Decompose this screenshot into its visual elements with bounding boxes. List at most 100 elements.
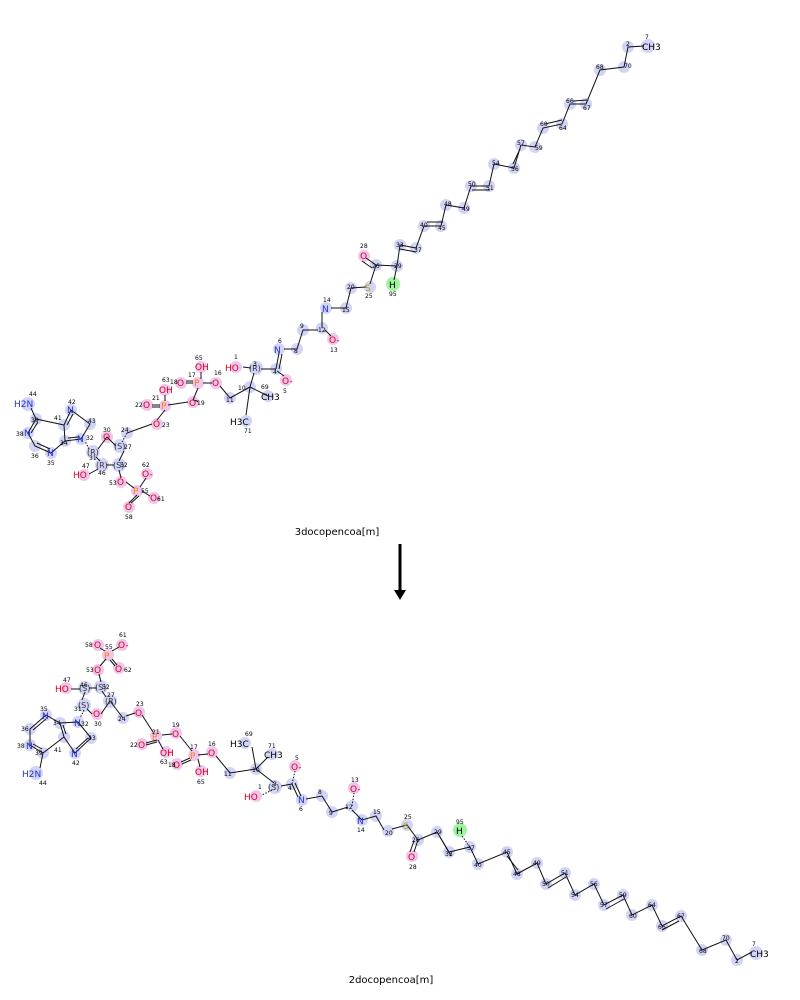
product-atom-23: O [135,709,142,719]
product-atom-42: N [71,750,78,760]
product-atom-18: O [173,761,180,771]
svg-text:3: 3 [253,361,257,368]
product-atom-58: O [94,641,101,651]
svg-text:31: 31 [89,455,97,462]
product-atom-13: O- [350,785,361,795]
svg-text:43: 43 [88,418,96,425]
svg-text:47: 47 [63,677,71,684]
svg-text:4: 4 [273,369,277,376]
svg-text:61: 61 [119,632,127,639]
reactant-atom-28: O [360,252,367,262]
svg-text:46: 46 [80,682,88,689]
reactant-atom-58: O [125,503,132,513]
reactant-atom-16: O [212,379,219,389]
svg-text:30: 30 [94,721,102,728]
reactant-atom-52: (S) [113,461,124,470]
svg-text:18: 18 [168,762,176,769]
svg-text:36: 36 [21,726,29,733]
svg-text:54: 54 [571,892,579,899]
svg-text:9: 9 [329,810,333,817]
reactant-atom-30: O [103,433,110,443]
reactant-atom-46: (R) [96,461,108,470]
product-bonds [29,646,753,961]
product-name: 2docopencoa[m] [349,975,434,986]
reactant-atom-65: OH [195,363,209,373]
svg-text:57: 57 [600,902,608,909]
svg-text:42: 42 [68,399,76,406]
product-atom-31: (S) [78,701,89,710]
svg-text:12: 12 [318,327,326,334]
product-atom-35: N [42,712,49,722]
svg-text:10: 10 [252,767,260,774]
product-atom-1: HO [244,793,258,803]
product-atom-25: S [403,822,409,832]
product-atom-22: O [138,741,145,751]
svg-text:67: 67 [677,913,685,920]
svg-text:58: 58 [125,514,133,521]
reactant-atom-21: P [161,402,167,412]
product-atom-61: O- [118,641,129,651]
svg-text:18: 18 [170,379,178,386]
svg-text:32: 32 [86,435,94,442]
svg-text:1: 1 [234,354,238,361]
svg-text:54: 54 [492,160,500,167]
svg-text:6: 6 [278,338,282,345]
reactant-molecule: CH3 O S H N O- N O- (R) HO CH3 H3C O P O… [14,34,661,538]
reactant-atom-3: (R) [249,364,261,373]
svg-text:19: 19 [197,400,205,407]
product-atom-3: (S) [268,783,279,792]
product-atom-16: O [208,749,215,759]
reactant-atom-7: CH3 [642,43,661,53]
svg-text:37: 37 [414,247,422,254]
product-atom-27: (R) [105,697,117,706]
product-atom-65: OH [195,768,209,778]
svg-text:62: 62 [124,667,132,674]
svg-text:42: 42 [72,760,80,767]
svg-text:64: 64 [559,125,567,132]
product-atom-95: H [456,827,463,837]
svg-text:4: 4 [288,785,292,792]
svg-text:8: 8 [318,789,322,796]
product-atom-6: N [298,796,305,806]
svg-text:14: 14 [323,297,331,304]
reactant-atom-38: N [24,429,31,439]
svg-text:9: 9 [300,323,304,330]
svg-text:20: 20 [347,284,355,291]
svg-text:41: 41 [54,415,62,422]
product-atom-28: O [408,853,415,863]
product-atom-63: OH [160,749,174,759]
svg-text:13: 13 [330,347,338,354]
svg-text:56: 56 [590,881,598,888]
svg-text:53: 53 [86,667,94,674]
svg-text:52: 52 [120,462,128,469]
reactant-atom-23: O [153,420,160,430]
svg-text:66: 66 [658,924,666,931]
svg-text:67: 67 [583,105,591,112]
product-atom-30: O [93,710,100,720]
svg-text:25: 25 [404,814,412,821]
svg-text:33: 33 [396,242,404,249]
svg-text:1: 1 [258,784,262,791]
svg-text:11: 11 [226,397,234,404]
svg-text:25: 25 [365,293,373,300]
svg-text:49: 49 [462,206,470,213]
reactant-atom-1: HO [225,364,239,374]
reactant-atom-27: (S) [114,442,125,451]
svg-text:15: 15 [342,307,350,314]
svg-text:19: 19 [172,722,180,729]
svg-text:17: 17 [190,744,198,751]
reactant-atom-22: O [143,401,150,411]
product-atom-14: N [357,817,364,827]
svg-text:28: 28 [360,243,368,250]
reactant-atom-14: N [322,305,329,315]
svg-text:43: 43 [88,735,96,742]
product-atom-52: (S) [95,683,106,692]
svg-text:44: 44 [29,391,37,398]
svg-text:21: 21 [152,395,160,402]
svg-text:68: 68 [699,948,707,955]
svg-text:38: 38 [16,431,24,438]
svg-text:3: 3 [273,781,277,788]
svg-text:41: 41 [54,747,62,754]
reactant-atom-5: O- [282,377,293,387]
reactant-atom-35: N [47,449,54,459]
